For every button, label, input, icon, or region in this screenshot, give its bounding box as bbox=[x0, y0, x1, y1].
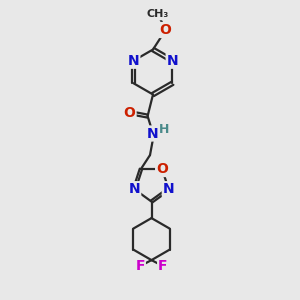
Text: O: O bbox=[160, 23, 172, 37]
Text: O: O bbox=[124, 106, 136, 120]
Text: N: N bbox=[167, 54, 178, 68]
Text: N: N bbox=[163, 182, 174, 196]
Text: F: F bbox=[158, 259, 168, 273]
Text: N: N bbox=[128, 54, 139, 68]
Text: N: N bbox=[129, 182, 140, 196]
Text: O: O bbox=[156, 162, 168, 176]
Text: CH₃: CH₃ bbox=[147, 9, 169, 20]
Text: F: F bbox=[135, 259, 145, 273]
Text: N: N bbox=[147, 127, 159, 140]
Text: H: H bbox=[159, 123, 170, 136]
